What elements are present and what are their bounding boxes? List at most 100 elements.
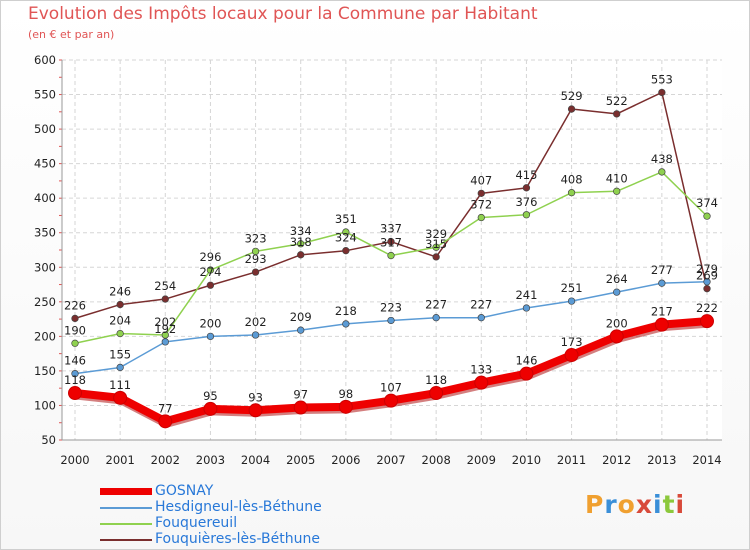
data-label: 293 bbox=[245, 252, 267, 266]
data-point bbox=[161, 338, 169, 346]
data-label: 372 bbox=[470, 198, 492, 212]
legend-label: GOSNAY bbox=[155, 483, 214, 499]
data-label: 522 bbox=[606, 94, 628, 108]
data-point bbox=[387, 316, 395, 325]
data-point bbox=[703, 212, 711, 220]
data-label: 438 bbox=[651, 152, 673, 166]
data-label: 192 bbox=[154, 322, 176, 336]
data-label: 118 bbox=[64, 373, 86, 387]
data-point bbox=[116, 329, 124, 338]
data-point bbox=[387, 251, 395, 260]
data-point bbox=[161, 295, 169, 303]
data-label: 202 bbox=[154, 315, 176, 329]
x-tick-label: 2002 bbox=[151, 453, 180, 467]
data-point bbox=[477, 189, 485, 197]
plot-area bbox=[62, 60, 722, 440]
data-label: 93 bbox=[248, 390, 263, 404]
data-label: 223 bbox=[380, 300, 402, 314]
data-label: 277 bbox=[651, 263, 673, 277]
data-label: 529 bbox=[561, 89, 583, 103]
data-point bbox=[71, 370, 79, 378]
legend-label: Fouquières-lès-Béthune bbox=[155, 531, 320, 547]
data-point bbox=[71, 339, 79, 347]
data-point bbox=[658, 279, 666, 287]
data-point bbox=[567, 105, 576, 113]
data-label: 146 bbox=[515, 354, 537, 368]
y-tick-label: 200 bbox=[34, 329, 56, 343]
data-label: 227 bbox=[425, 298, 447, 312]
data-point bbox=[703, 278, 711, 286]
logo-letter: i bbox=[675, 490, 686, 519]
data-label: 107 bbox=[380, 381, 402, 395]
data-point bbox=[703, 285, 711, 293]
data-point bbox=[251, 331, 260, 339]
data-point bbox=[71, 314, 79, 323]
data-point bbox=[203, 401, 218, 416]
data-point bbox=[158, 414, 173, 429]
x-tick-label: 2010 bbox=[512, 453, 541, 467]
x-tick-label: 2012 bbox=[602, 453, 631, 467]
y-tick-label: 300 bbox=[34, 260, 56, 274]
data-point bbox=[477, 314, 485, 322]
x-tick-label: 2013 bbox=[647, 453, 676, 467]
logo-letter: P bbox=[585, 490, 605, 519]
data-point bbox=[68, 386, 82, 401]
data-point bbox=[564, 348, 579, 363]
data-label: 324 bbox=[335, 231, 357, 245]
data-point bbox=[432, 253, 440, 261]
data-label: 173 bbox=[561, 335, 583, 349]
x-tick-label: 2007 bbox=[376, 453, 405, 467]
proxiti-logo: Proxiti bbox=[585, 490, 685, 519]
data-point bbox=[116, 300, 124, 309]
x-tick-label: 2001 bbox=[106, 453, 135, 467]
data-point bbox=[522, 211, 531, 219]
y-tick-label: 550 bbox=[34, 88, 56, 102]
data-label: 241 bbox=[515, 288, 537, 302]
data-point bbox=[251, 247, 260, 256]
data-point bbox=[567, 297, 576, 305]
data-point bbox=[609, 329, 624, 344]
data-label: 329 bbox=[425, 227, 447, 241]
logo-letter: i bbox=[653, 490, 663, 519]
data-point bbox=[113, 390, 128, 405]
data-label: 296 bbox=[199, 250, 221, 264]
data-label: 204 bbox=[109, 314, 131, 328]
data-point bbox=[432, 314, 440, 322]
data-point bbox=[613, 187, 621, 195]
data-point bbox=[654, 317, 669, 332]
data-label: 217 bbox=[651, 305, 673, 319]
data-label: 95 bbox=[203, 389, 218, 403]
data-point bbox=[522, 184, 531, 192]
data-label: 279 bbox=[696, 262, 718, 276]
y-tick-label: 250 bbox=[34, 295, 56, 309]
data-label: 410 bbox=[606, 171, 628, 185]
data-label: 415 bbox=[515, 168, 537, 182]
data-label: 77 bbox=[158, 401, 173, 415]
data-label: 200 bbox=[199, 316, 221, 330]
x-tick-label: 2011 bbox=[557, 453, 586, 467]
logo-letter: o bbox=[617, 490, 636, 519]
data-label: 155 bbox=[109, 347, 131, 361]
y-tick-label: 350 bbox=[34, 226, 56, 240]
data-point bbox=[206, 266, 215, 274]
data-point bbox=[338, 399, 353, 414]
data-point bbox=[116, 363, 124, 372]
data-label: 227 bbox=[470, 298, 492, 312]
y-tick-label: 500 bbox=[34, 122, 56, 136]
data-label: 202 bbox=[245, 315, 267, 329]
y-tick-label: 400 bbox=[34, 191, 56, 205]
data-point bbox=[429, 386, 444, 401]
logo-letter: t bbox=[662, 490, 676, 519]
logo-letter: x bbox=[635, 490, 653, 519]
legend-swatch bbox=[100, 488, 152, 495]
data-label: 118 bbox=[425, 373, 447, 387]
data-label: 254 bbox=[154, 279, 176, 293]
data-point bbox=[342, 247, 350, 255]
data-label: 376 bbox=[515, 195, 537, 209]
logo-letter: r bbox=[604, 490, 618, 519]
data-label: 97 bbox=[293, 388, 308, 402]
data-label: 315 bbox=[425, 237, 447, 251]
data-point bbox=[700, 314, 714, 329]
data-point bbox=[342, 228, 350, 236]
